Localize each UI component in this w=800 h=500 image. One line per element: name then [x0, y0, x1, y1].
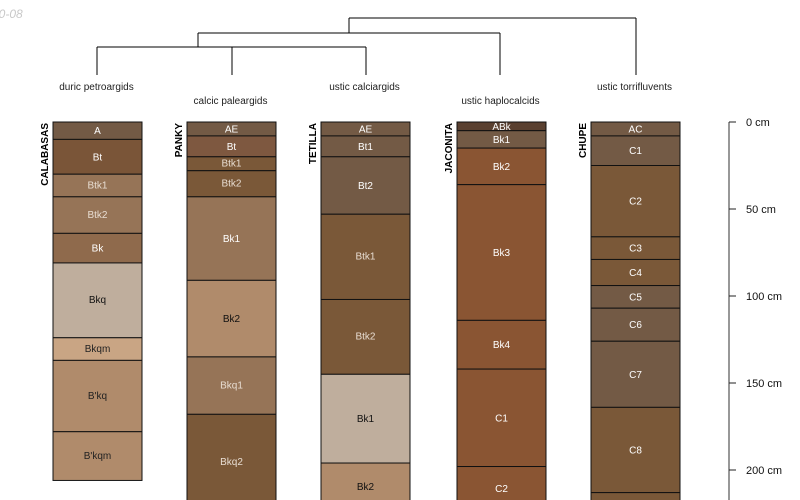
- horizon-Bk3: [456, 184, 547, 321]
- horizon-label: C7: [629, 370, 642, 381]
- horizon-C2: [456, 466, 547, 500]
- horizon-label: Bk1: [223, 234, 241, 245]
- horizon-label: C5: [629, 292, 642, 303]
- horizon-Bk1: [320, 373, 411, 464]
- horizon-Bt2: [320, 156, 411, 215]
- profile-name: CHUPE: [578, 123, 589, 158]
- taxonomic-group-label: calcic paleargids: [194, 96, 268, 107]
- horizon-label: AE: [225, 124, 239, 135]
- depth-axis-label: 200 cm: [746, 465, 782, 477]
- horizon-label: C2: [629, 197, 642, 208]
- horizon-label: B'kqm: [84, 451, 111, 462]
- horizon-Bk2: [320, 462, 411, 500]
- horizon-label: A: [94, 126, 101, 137]
- horizon-B'kqm: [52, 431, 143, 481]
- taxonomic-group-label: ustic haplocalcids: [461, 96, 539, 107]
- horizon-label: Bkq: [89, 295, 106, 306]
- horizon-Bkq2: [186, 413, 277, 500]
- horizon-label: Bk: [92, 244, 105, 255]
- horizon-label: C1: [495, 413, 508, 424]
- horizon-label: Bt2: [358, 181, 373, 192]
- depth-axis-label: 0 cm: [746, 117, 770, 129]
- horizon-C7: [590, 340, 681, 408]
- horizon-Bk2: [456, 147, 547, 186]
- horizon-label: Bkq1: [220, 380, 243, 391]
- horizon-label: C8: [629, 445, 642, 456]
- horizon-label: Bt: [93, 152, 103, 163]
- horizon-label: ABk: [492, 122, 511, 133]
- horizon-label: Bk2: [223, 314, 241, 325]
- horizon-label: Bkqm: [85, 344, 111, 355]
- horizon-label: Bk1: [493, 135, 511, 146]
- horizon-label: C2: [495, 484, 508, 495]
- horizon-label: AE: [359, 124, 373, 135]
- taxonomic-group-label: ustic calciargids: [329, 82, 400, 93]
- horizon-Bkq: [52, 262, 143, 339]
- horizon-label: Bk3: [493, 248, 511, 259]
- horizon-label: C6: [629, 320, 642, 331]
- horizon-label: B'kq: [88, 391, 107, 402]
- horizon-label: AC: [629, 124, 643, 135]
- depth-axis-label: 100 cm: [746, 291, 782, 303]
- horizon-label: Btk1: [221, 159, 241, 170]
- horizon-Btk2: [320, 298, 411, 375]
- horizon-unlabeled: [590, 492, 681, 500]
- horizon-label: Btk1: [87, 180, 107, 191]
- profile-name: CALABASAS: [40, 123, 51, 186]
- taxonomic-group-label: duric petroargids: [59, 82, 133, 93]
- horizon-label: Bk1: [357, 414, 375, 425]
- profile-name: TETILLA: [308, 123, 319, 164]
- horizon-label: C3: [629, 244, 642, 255]
- horizon-label: Btk2: [221, 179, 241, 190]
- horizon-label: Bkq2: [220, 457, 243, 468]
- horizon-C1: [456, 368, 547, 468]
- profile-name: JACONITA: [444, 123, 455, 173]
- depth-axis-label: 50 cm: [746, 204, 776, 216]
- horizon-label: Bt: [227, 142, 237, 153]
- horizon-label: Btk2: [355, 332, 375, 343]
- horizon-label: Btk1: [355, 252, 375, 263]
- horizon-label: Btk2: [87, 210, 107, 221]
- horizon-label: Bk2: [493, 162, 511, 173]
- horizon-Btk1: [320, 213, 411, 300]
- horizon-Bkq1: [186, 356, 277, 415]
- horizon-Bk2: [186, 279, 277, 358]
- horizon-B'kq: [52, 359, 143, 433]
- horizon-Bk4: [456, 319, 547, 370]
- taxonomic-group-label: ustic torrifluvents: [597, 82, 672, 93]
- depth-axis-label: 150 cm: [746, 378, 782, 390]
- horizon-Bt: [52, 138, 143, 175]
- horizon-label: Bk4: [493, 340, 511, 351]
- horizon-label: Bk2: [357, 482, 375, 493]
- horizon-label: C1: [629, 146, 642, 157]
- date-stamp: 10-08: [0, 7, 23, 21]
- horizon-label: C4: [629, 268, 642, 279]
- horizon-C8: [590, 406, 681, 494]
- horizon-label: Bt1: [358, 142, 373, 153]
- horizon-Bk1: [186, 196, 277, 281]
- horizon-C6: [590, 307, 681, 342]
- profile-name: PANKY: [174, 123, 185, 158]
